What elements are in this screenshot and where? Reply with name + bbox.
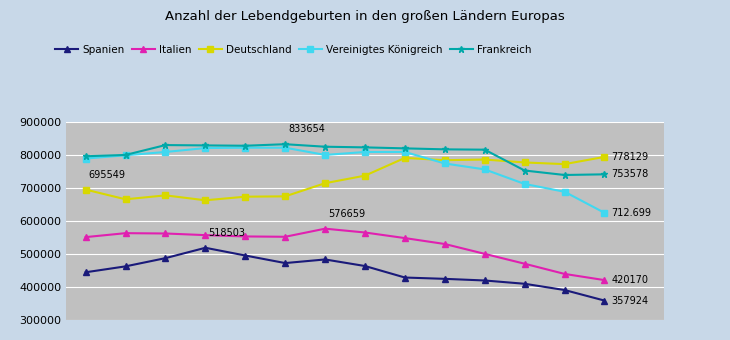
Frankreich	[480, 148, 489, 152]
Frankreich	[121, 153, 130, 157]
Spanien	[480, 278, 489, 283]
Italien	[401, 236, 410, 240]
Spanien	[201, 246, 210, 250]
Spanien	[520, 282, 529, 286]
Deutschland	[560, 162, 569, 166]
Frankreich	[241, 144, 250, 148]
Spanien	[320, 257, 329, 261]
Vereinigtes Königreich	[401, 150, 410, 154]
Deutschland	[480, 157, 489, 162]
Text: 695549: 695549	[88, 170, 126, 180]
Spanien	[560, 288, 569, 292]
Vereinigtes Königreich	[281, 146, 290, 150]
Italien	[520, 262, 529, 266]
Deutschland	[440, 158, 449, 162]
Vereinigtes Königreich	[121, 153, 130, 157]
Italien	[81, 235, 90, 239]
Deutschland	[281, 194, 290, 199]
Italien	[440, 242, 449, 246]
Deutschland	[401, 156, 410, 160]
Frankreich	[320, 145, 329, 149]
Frankreich	[520, 169, 529, 173]
Legend: Spanien, Italien, Deutschland, Vereinigtes Königreich, Frankreich: Spanien, Italien, Deutschland, Vereinigt…	[51, 41, 535, 59]
Frankreich	[401, 146, 410, 150]
Frankreich	[81, 154, 90, 158]
Vereinigtes Königreich	[241, 146, 250, 150]
Italien	[201, 233, 210, 237]
Vereinigtes Königreich	[480, 167, 489, 171]
Deutschland	[361, 174, 369, 178]
Deutschland	[241, 194, 250, 199]
Italien	[121, 231, 130, 235]
Spanien	[440, 277, 449, 281]
Line: Vereinigtes Königreich: Vereinigtes Königreich	[83, 145, 607, 216]
Spanien	[361, 264, 369, 268]
Deutschland	[81, 188, 90, 192]
Spanien	[241, 254, 250, 258]
Frankreich	[161, 143, 170, 147]
Text: 712.699: 712.699	[612, 208, 651, 218]
Spanien	[401, 275, 410, 279]
Line: Spanien: Spanien	[83, 245, 607, 303]
Italien	[600, 278, 609, 282]
Vereinigtes Königreich	[161, 150, 170, 154]
Vereinigtes Königreich	[560, 190, 569, 194]
Text: 357924: 357924	[612, 295, 648, 306]
Vereinigtes Königreich	[600, 211, 609, 215]
Spanien	[281, 261, 290, 265]
Deutschland	[121, 197, 130, 201]
Italien	[281, 235, 290, 239]
Spanien	[161, 256, 170, 260]
Vereinigtes Königreich	[361, 150, 369, 154]
Deutschland	[520, 160, 529, 165]
Italien	[560, 272, 569, 276]
Italien	[241, 234, 250, 238]
Vereinigtes Königreich	[201, 146, 210, 150]
Line: Italien: Italien	[83, 226, 607, 283]
Text: 778129: 778129	[612, 152, 648, 162]
Text: 420170: 420170	[612, 275, 648, 285]
Spanien	[121, 264, 130, 268]
Line: Deutschland: Deutschland	[83, 154, 607, 203]
Deutschland	[600, 155, 609, 159]
Italien	[320, 227, 329, 231]
Text: 576659: 576659	[328, 209, 365, 219]
Text: Anzahl der Lebendgeburten in den großen Ländern Europas: Anzahl der Lebendgeburten in den großen …	[165, 10, 565, 23]
Italien	[161, 232, 170, 236]
Frankreich	[560, 173, 569, 177]
Frankreich	[600, 172, 609, 176]
Text: 518503: 518503	[208, 228, 245, 238]
Vereinigtes Königreich	[440, 162, 449, 166]
Frankreich	[201, 143, 210, 148]
Spanien	[81, 270, 90, 274]
Deutschland	[161, 193, 170, 198]
Deutschland	[201, 198, 210, 202]
Italien	[480, 252, 489, 256]
Vereinigtes Königreich	[320, 153, 329, 157]
Italien	[361, 231, 369, 235]
Text: 753578: 753578	[612, 169, 649, 179]
Frankreich	[361, 145, 369, 149]
Frankreich	[440, 147, 449, 151]
Text: 833654: 833654	[288, 124, 325, 135]
Vereinigtes Königreich	[81, 156, 90, 160]
Deutschland	[320, 181, 329, 185]
Frankreich	[281, 142, 290, 146]
Line: Frankreich: Frankreich	[82, 141, 608, 178]
Spanien	[600, 299, 609, 303]
Vereinigtes Königreich	[520, 182, 529, 186]
